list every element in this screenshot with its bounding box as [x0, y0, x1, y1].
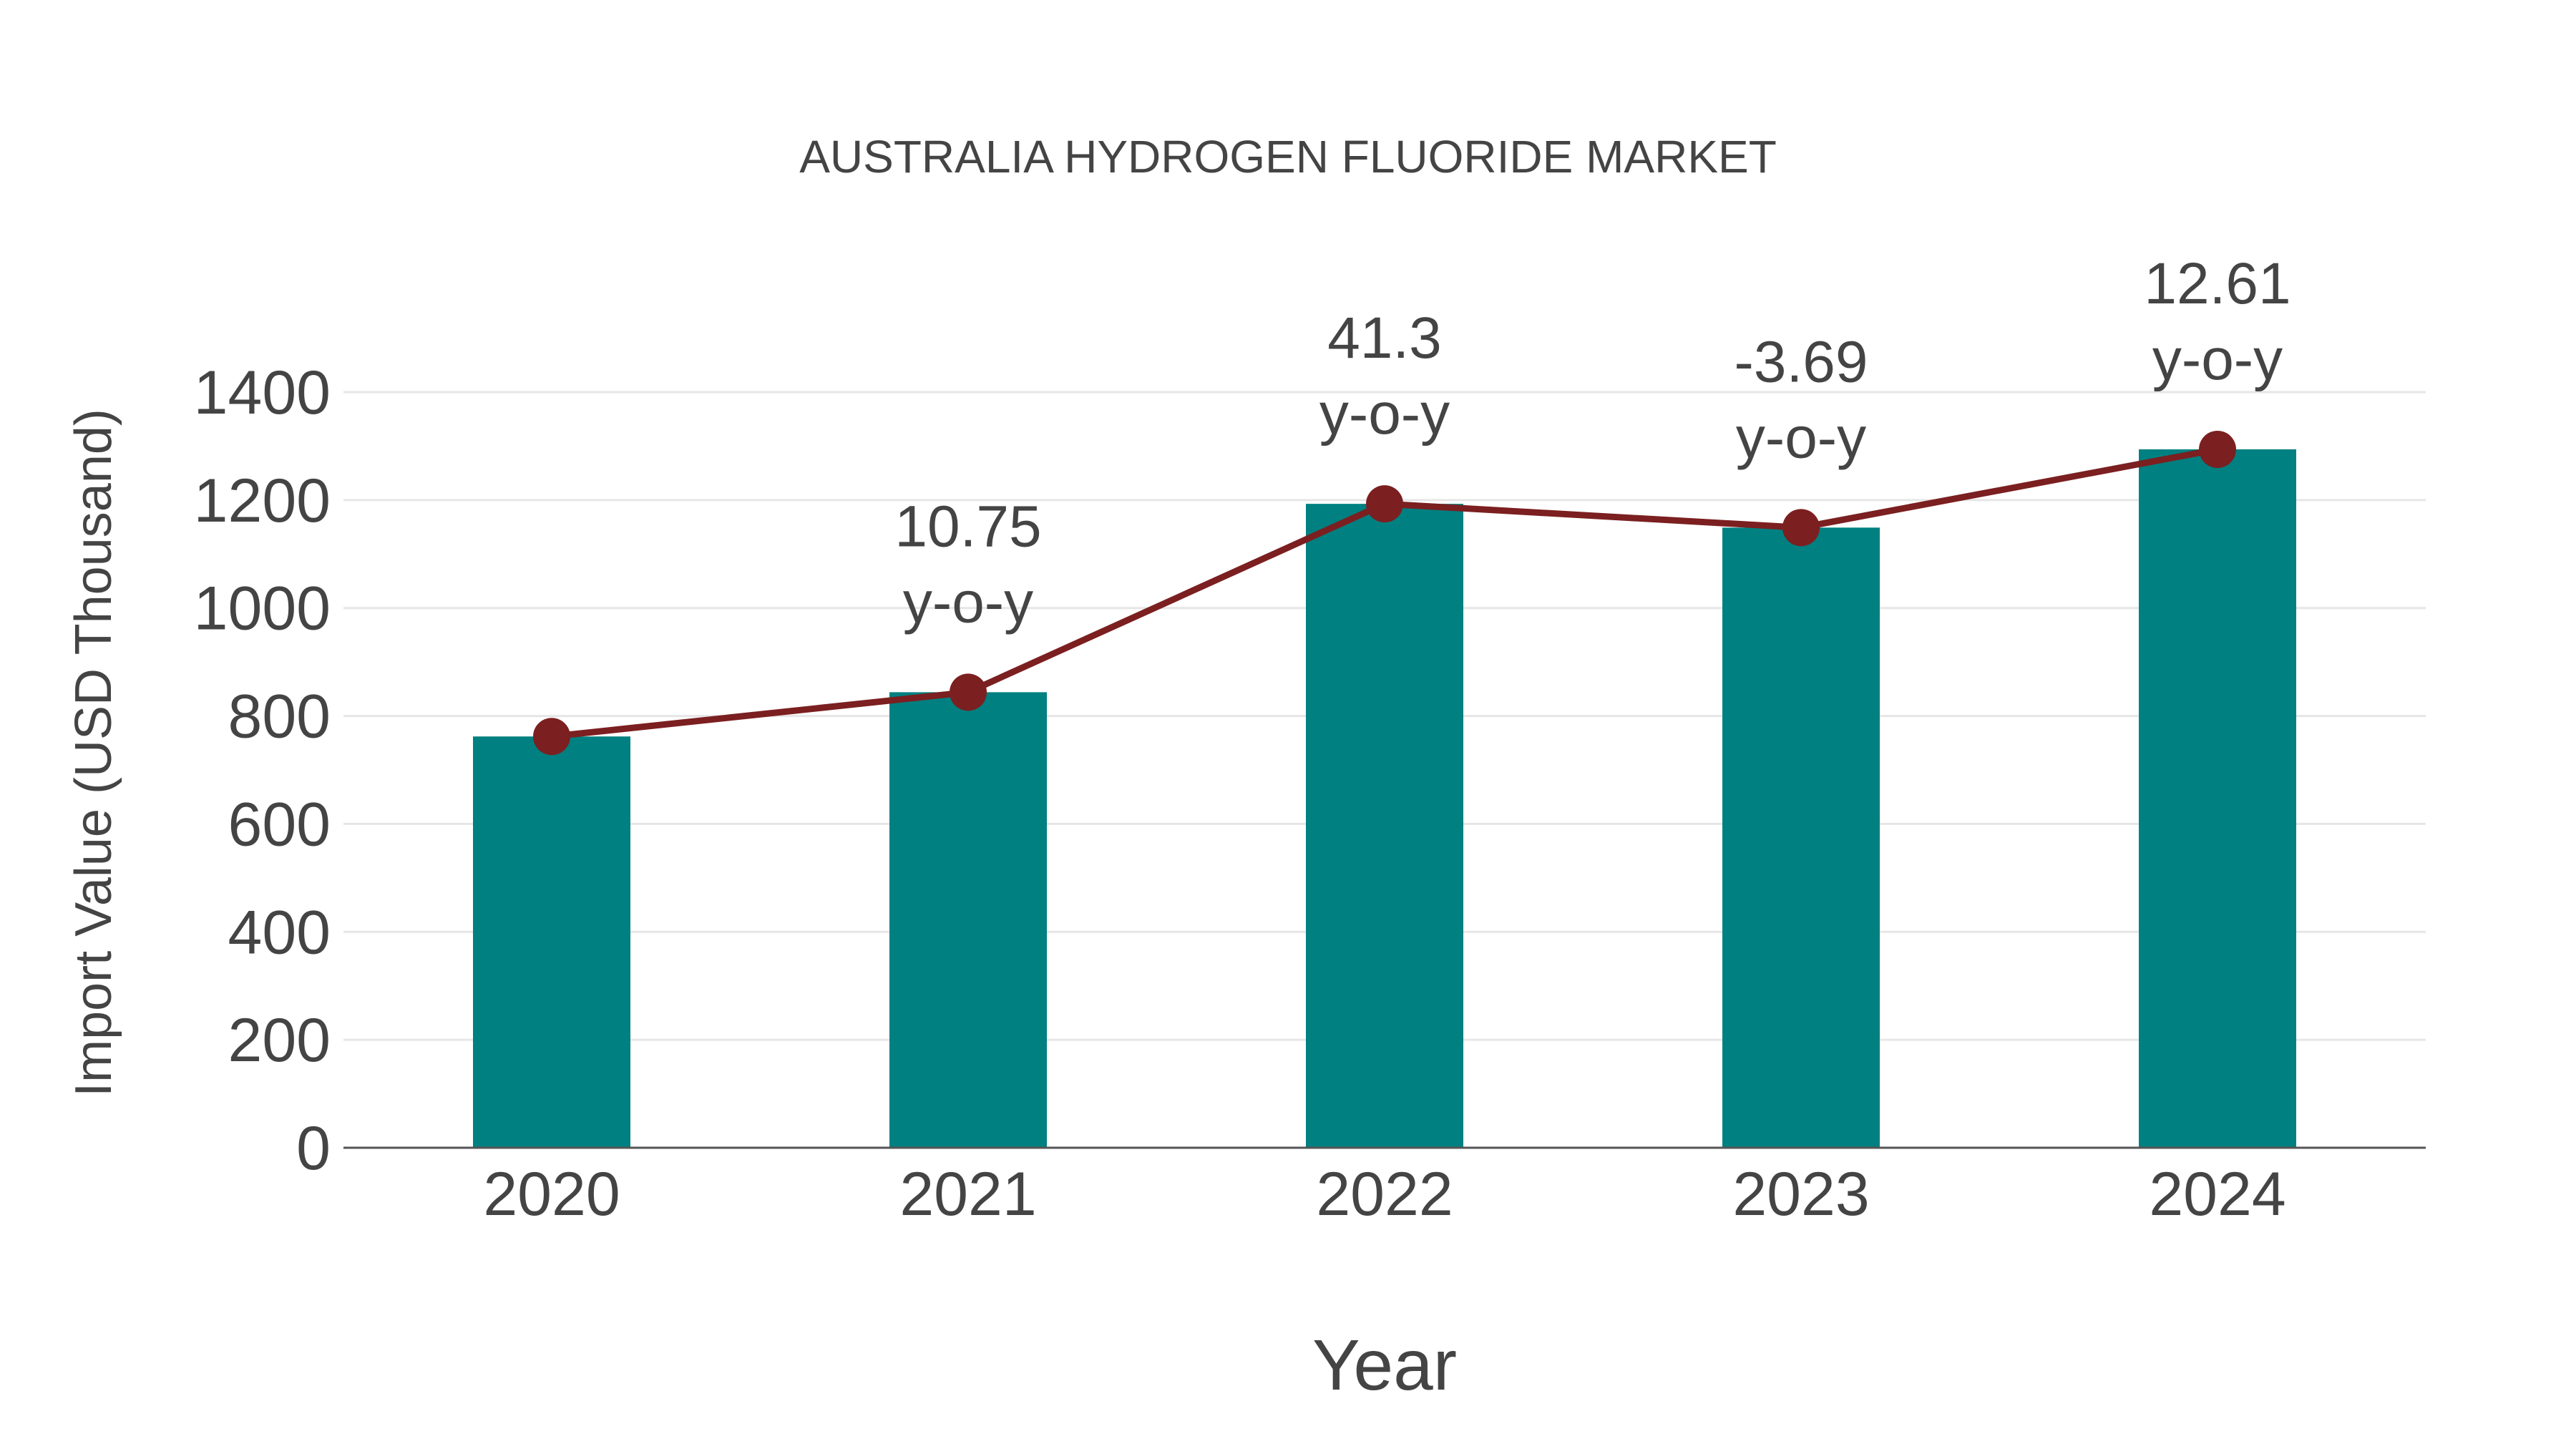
y-tick-label: 200 [228, 1006, 331, 1075]
yoy-value-label: -3.69 [1735, 329, 1868, 394]
bar [889, 692, 1047, 1148]
yoy-value-label: 10.75 [894, 494, 1041, 559]
bar [2139, 449, 2296, 1148]
y-axis-ticks: 0 200 400 600 800 1000 1200 1400 [194, 358, 331, 1183]
x-axis-ticks: 2020 2021 2022 2023 2024 [483, 1160, 2285, 1229]
line-marker [950, 673, 987, 711]
x-tick-label: 2021 [899, 1160, 1036, 1229]
x-tick-label: 2024 [2149, 1160, 2285, 1229]
yoy-value-label: 41.3 [1327, 306, 1442, 371]
bar [1722, 527, 1880, 1148]
yoy-suffix-label: y-o-y [2152, 327, 2283, 392]
yoy-suffix-label: y-o-y [1319, 381, 1450, 447]
line-marker [533, 718, 570, 756]
y-tick-label: 1000 [194, 575, 331, 643]
x-tick-label: 2023 [1732, 1160, 1869, 1229]
y-tick-label: 1200 [194, 467, 331, 535]
x-tick-label: 2020 [483, 1160, 620, 1229]
y-tick-label: 600 [228, 790, 331, 859]
line-marker [2199, 430, 2236, 468]
x-axis-title: Year [1312, 1325, 1457, 1405]
bar [1306, 504, 1463, 1148]
x-tick-label: 2022 [1316, 1160, 1453, 1229]
bar [473, 736, 630, 1148]
line-marker [1366, 485, 1403, 523]
y-tick-label: 1400 [194, 358, 331, 427]
y-axis-title: Import Value (USD Thousand) [65, 409, 122, 1097]
yoy-suffix-label: y-o-y [1736, 405, 1866, 470]
y-tick-label: 800 [228, 683, 331, 751]
line-marker [1782, 509, 1820, 547]
line-series [533, 430, 2236, 756]
yoy-value-label: 12.61 [2144, 251, 2290, 316]
y-tick-label: 400 [228, 898, 331, 967]
yoy-annotations: 10.75 y-o-y 41.3 y-o-y -3.69 y-o-y 12.61 y-o-y [894, 251, 2290, 635]
bar-series [473, 449, 2296, 1148]
chart-title: AUSTRALIA HYDROGEN FLUORIDE MARKET [799, 131, 1777, 182]
yoy-suffix-label: y-o-y [903, 570, 1033, 635]
y-tick-label: 0 [296, 1114, 331, 1183]
